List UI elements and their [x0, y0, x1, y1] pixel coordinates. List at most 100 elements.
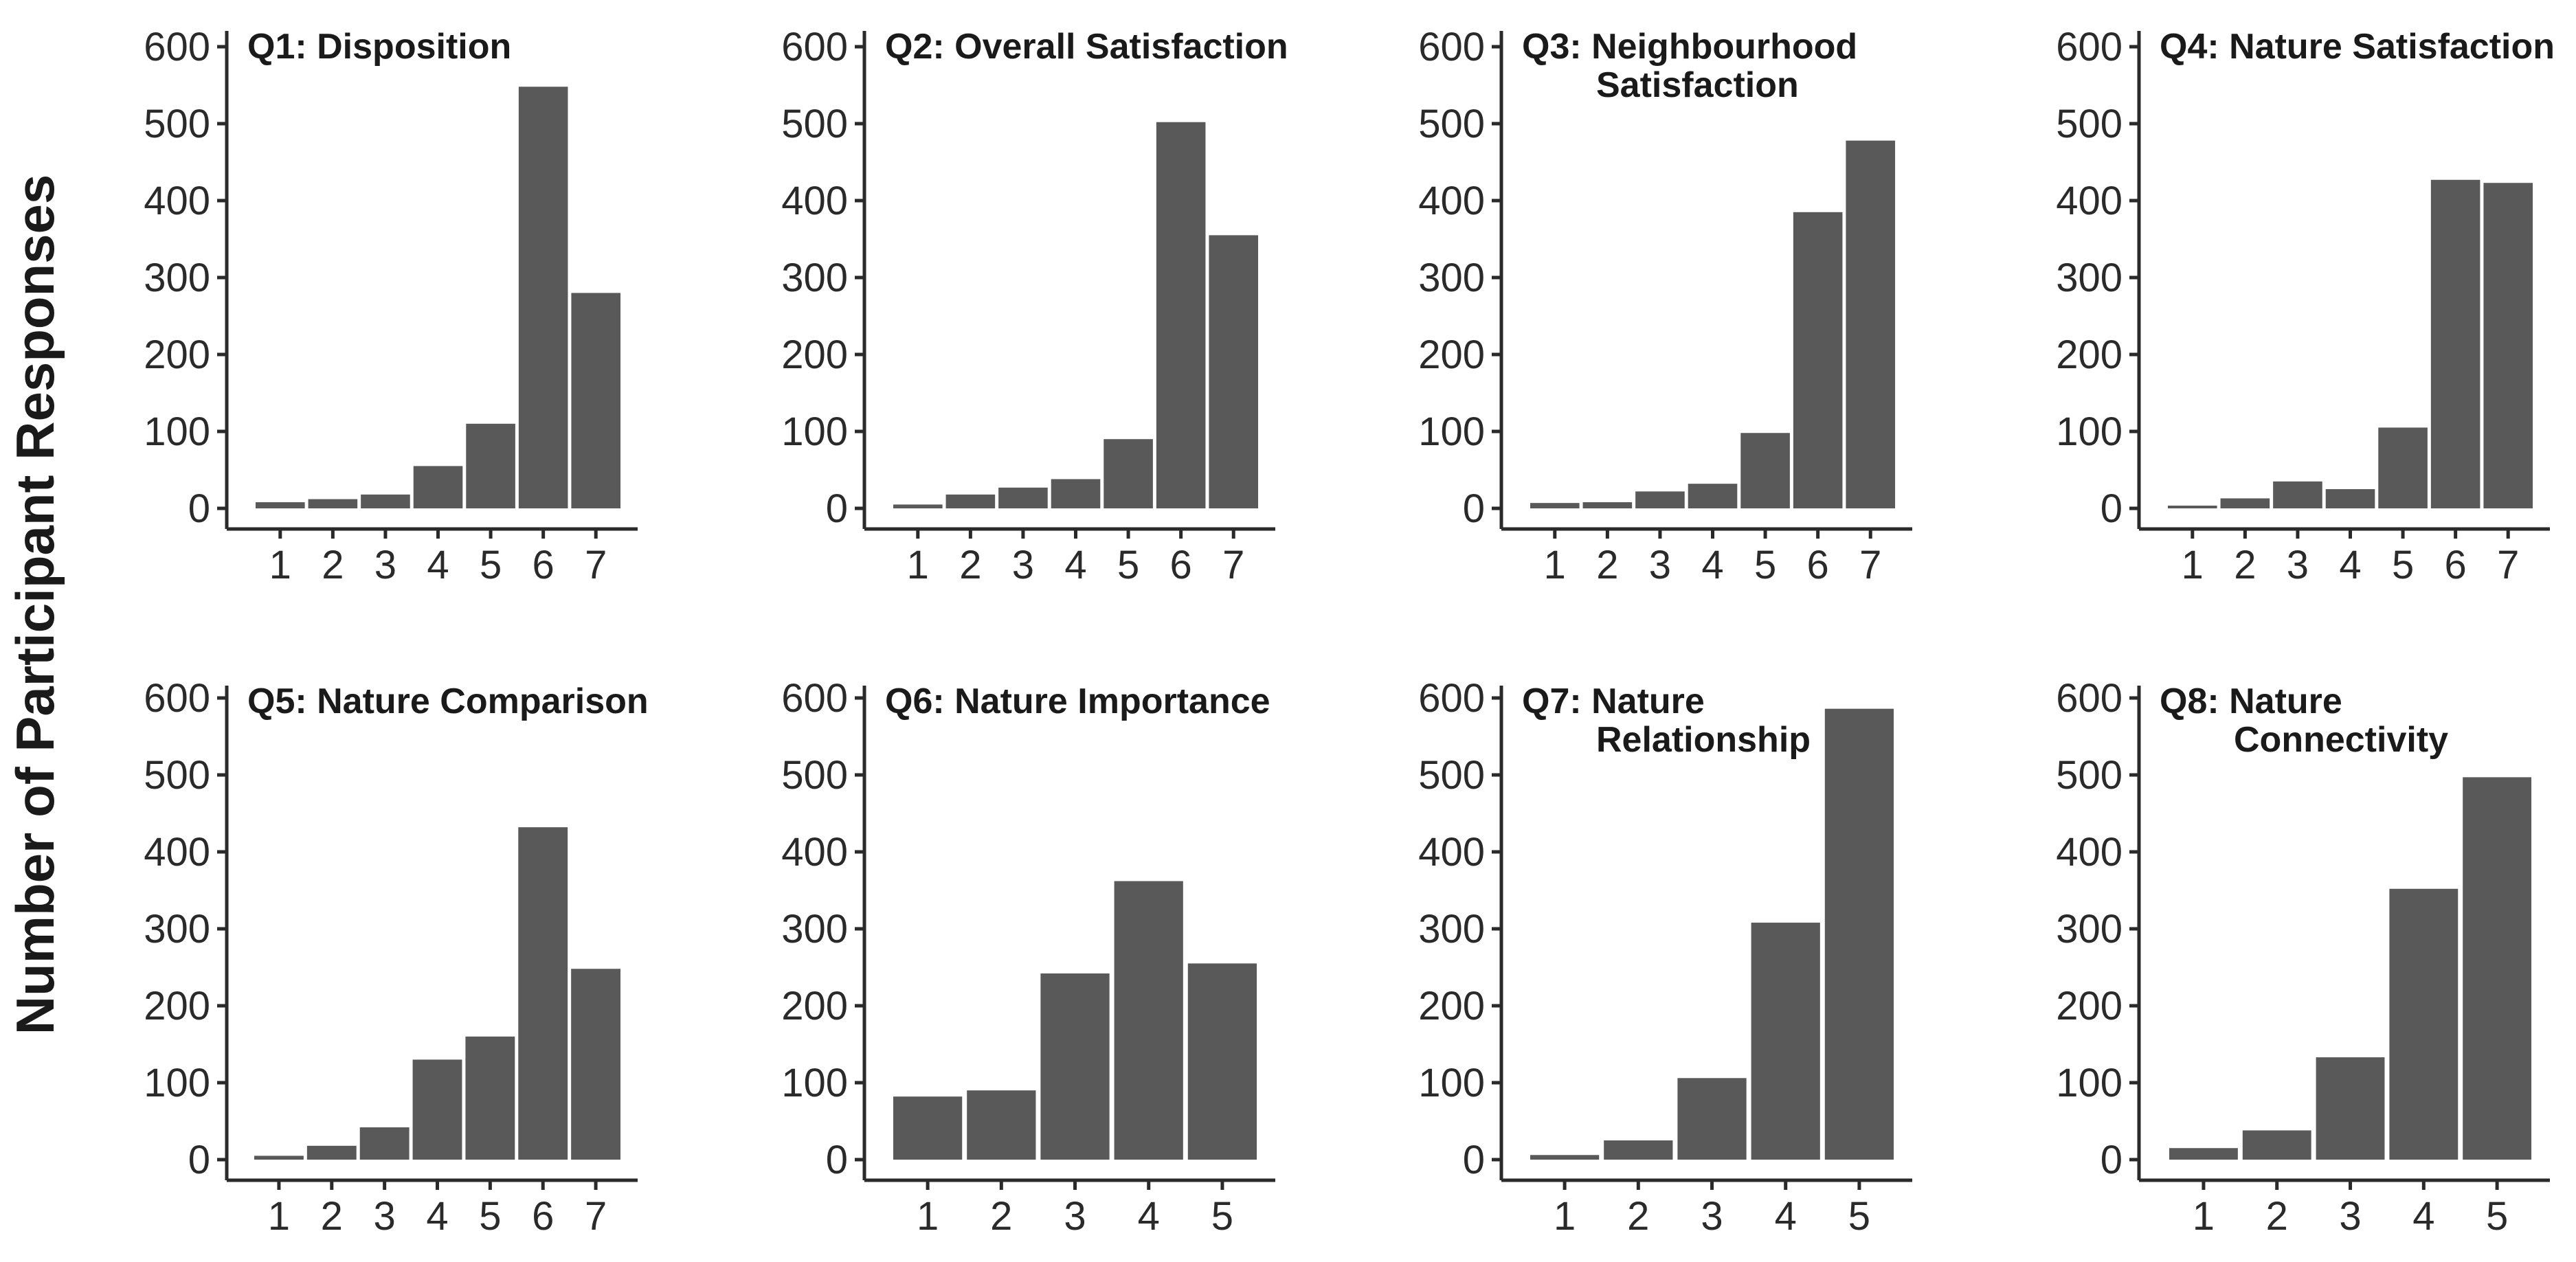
- bar-7: [571, 293, 621, 508]
- y-tick-label: 600: [144, 676, 210, 721]
- y-tick-label: 500: [1418, 102, 1485, 146]
- x-tick-label: 4: [1064, 543, 1086, 587]
- panel-q6: 0 100 200 300 400 500 600 1 2 3 4 5 Q6: Nature Impor…: [781, 676, 1275, 1239]
- bar-5: [1104, 439, 1153, 508]
- x-tick-label: 5: [480, 543, 502, 587]
- y-tick-label: 200: [781, 984, 848, 1028]
- bar-2: [945, 494, 996, 508]
- bar-7: [571, 969, 621, 1160]
- bar-1: [1530, 1155, 1600, 1160]
- x-tick-label: 4: [1775, 1194, 1797, 1239]
- y-tick-label: 0: [188, 1138, 210, 1182]
- x-tick-label: 7: [1222, 543, 1244, 587]
- x-tick-label: 1: [1544, 543, 1566, 587]
- x-tick-label: 5: [479, 1194, 501, 1239]
- bar-2: [308, 499, 358, 508]
- panel-title: Q3: Neighbourhood: [1522, 27, 1857, 67]
- x-tick-label: 4: [2412, 1194, 2434, 1239]
- y-tick-label: 400: [1418, 179, 1485, 223]
- bar-4: [412, 1059, 462, 1160]
- x-tick-label: 2: [2234, 543, 2256, 587]
- bar-1: [893, 504, 943, 508]
- x-tick-label: 5: [2392, 543, 2414, 587]
- y-tick-label: 100: [781, 1061, 848, 1105]
- y-tick-label: 600: [1418, 676, 1485, 721]
- bar-2: [967, 1090, 1036, 1160]
- bar-1: [256, 502, 305, 508]
- x-tick-label: 2: [322, 543, 344, 587]
- x-tick-label: 3: [1064, 1194, 1086, 1239]
- panel-title: Q5: Nature Comparison: [247, 681, 649, 721]
- x-tick-label: 5: [1848, 1194, 1870, 1239]
- y-tick-label: 200: [1418, 984, 1485, 1028]
- bar-3: [1040, 973, 1110, 1160]
- bar-3: [998, 487, 1048, 508]
- bar-7: [1846, 140, 1896, 508]
- x-tick-label: 4: [427, 543, 449, 587]
- y-tick-label: 400: [781, 179, 848, 223]
- x-tick-label: 2: [1596, 543, 1618, 587]
- bar-4: [1051, 479, 1101, 508]
- bar-7: [1209, 235, 1259, 508]
- bar-5: [465, 1036, 515, 1160]
- panel-title: Satisfaction: [1596, 65, 1799, 105]
- x-tick-label: 3: [1649, 543, 1671, 587]
- x-tick-label: 5: [1117, 543, 1139, 587]
- bar-2: [2242, 1130, 2311, 1160]
- y-tick-label: 600: [2056, 25, 2123, 69]
- y-tick-label: 600: [2056, 676, 2123, 721]
- panel-title: Q8: Nature: [2160, 681, 2342, 721]
- x-tick-label: 3: [374, 1194, 396, 1239]
- y-tick-label: 100: [2056, 409, 2123, 454]
- panel-title: Relationship: [1596, 720, 1811, 760]
- x-tick-label: 5: [1754, 543, 1776, 587]
- y-tick-label: 500: [1418, 753, 1485, 798]
- y-tick-label: 500: [781, 102, 848, 146]
- y-tick-label: 100: [781, 409, 848, 454]
- bar-4: [1688, 484, 1738, 508]
- bar-5: [1824, 708, 1894, 1160]
- y-tick-label: 0: [826, 486, 848, 531]
- panel-q4: 0 100 200 300 400 500 600 1 2 3 4 5 6 7 Q4: Nature Sat…: [2056, 25, 2555, 587]
- bar-1: [254, 1156, 304, 1160]
- bar-4: [1114, 881, 1183, 1160]
- y-tick-label: 200: [1418, 333, 1485, 377]
- x-tick-label: 1: [2182, 543, 2204, 587]
- bar-5: [466, 423, 515, 508]
- y-tick-label: 500: [781, 753, 848, 798]
- y-tick-label: 0: [1463, 1138, 1485, 1182]
- y-tick-label: 200: [2056, 984, 2123, 1028]
- x-tick-label: 7: [1859, 543, 1881, 587]
- bar-4: [413, 466, 463, 508]
- x-tick-label: 6: [533, 543, 555, 587]
- bar-5: [2463, 777, 2532, 1160]
- x-tick-label: 1: [1554, 1194, 1576, 1239]
- y-tick-label: 0: [188, 486, 210, 531]
- y-tick-label: 300: [2056, 256, 2123, 300]
- x-tick-label: 1: [2193, 1194, 2215, 1239]
- bar-5: [2378, 427, 2428, 508]
- x-tick-label: 4: [426, 1194, 448, 1239]
- x-tick-label: 1: [268, 1194, 290, 1239]
- y-tick-label: 0: [2101, 486, 2123, 531]
- bar-2: [306, 1145, 357, 1160]
- bar-3: [361, 494, 410, 508]
- bar-6: [1156, 122, 1206, 508]
- bar-6: [518, 87, 568, 509]
- x-tick-label: 3: [2339, 1194, 2361, 1239]
- panel-q1: 0 100 200 300 400 500 600 1 2 3 4 5 6 7 Q1: Dispositio…: [144, 25, 638, 587]
- x-tick-label: 2: [990, 1194, 1012, 1239]
- y-tick-label: 0: [2101, 1138, 2123, 1182]
- y-tick-label: 100: [1418, 1061, 1485, 1105]
- bar-2: [2220, 498, 2270, 508]
- y-tick-label: 0: [1463, 486, 1485, 531]
- x-tick-label: 2: [959, 543, 981, 587]
- y-tick-label: 400: [2056, 830, 2123, 875]
- x-tick-label: 1: [907, 543, 929, 587]
- x-tick-label: 5: [1211, 1194, 1233, 1239]
- panel-title: Q4: Nature Satisfaction: [2160, 27, 2555, 67]
- x-tick-label: 2: [321, 1194, 343, 1239]
- bar-6: [2430, 179, 2480, 508]
- x-tick-label: 6: [2445, 543, 2467, 587]
